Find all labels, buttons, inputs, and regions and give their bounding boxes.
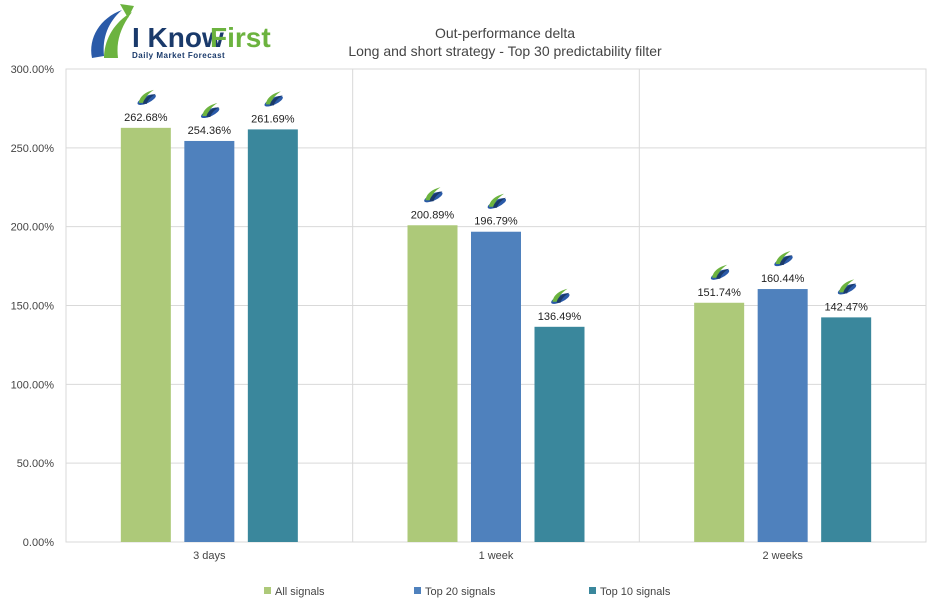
- bar: [694, 302, 745, 542]
- legend-swatch: [589, 587, 596, 594]
- legend: All signals Top 20 signals Top 10 signals: [264, 586, 671, 598]
- data-label: 200.89%: [411, 209, 455, 221]
- data-label: 262.68%: [124, 112, 168, 124]
- legend-label: Top 10 signals: [600, 586, 671, 598]
- bar: [407, 225, 458, 542]
- data-label: 160.44%: [761, 273, 805, 285]
- bar: [534, 326, 585, 542]
- legend-swatch: [414, 587, 421, 594]
- bar: [120, 127, 171, 543]
- y-tick-label: 200.00%: [11, 222, 55, 234]
- y-tick-label: 0.00%: [23, 537, 54, 549]
- logo-icon: [774, 251, 793, 267]
- bar: [757, 289, 808, 542]
- data-label: 196.79%: [474, 216, 518, 228]
- data-label: 261.69%: [251, 113, 295, 125]
- logo-icon: [264, 91, 283, 107]
- legend-label: Top 20 signals: [425, 586, 496, 598]
- x-axis: 3 days 1 week 2 weeks: [193, 550, 803, 562]
- logo-icon: [424, 187, 443, 203]
- x-tick-label: 1 week: [479, 550, 514, 562]
- logo-icon: [837, 279, 857, 295]
- data-label: 142.47%: [824, 301, 868, 313]
- bar: [247, 129, 298, 542]
- data-label: 136.49%: [538, 311, 582, 323]
- data-label: 254.36%: [188, 125, 232, 137]
- logo-word-2: First: [210, 22, 271, 53]
- bar: [821, 317, 872, 542]
- chart-subtitle: Long and short strategy - Top 30 predict…: [348, 43, 662, 59]
- logo-icon: [137, 89, 156, 105]
- chart-title: Out-performance delta: [435, 25, 575, 41]
- y-tick-label: 100.00%: [11, 379, 55, 391]
- logo-icon: [551, 288, 570, 304]
- logo-tagline: Daily Market Forecast: [132, 51, 225, 60]
- x-tick-label: 2 weeks: [762, 550, 803, 562]
- legend-item: Top 20 signals: [414, 586, 496, 598]
- y-tick-label: 250.00%: [11, 143, 55, 155]
- bar: [471, 231, 521, 542]
- y-axis: 0.00% 50.00% 100.00% 150.00% 200.00% 250.00% 3…: [11, 64, 55, 549]
- legend-label: All signals: [275, 586, 325, 598]
- legend-item: Top 10 signals: [589, 586, 671, 598]
- logo-swoosh-icon: [91, 4, 134, 58]
- logo-icon: [487, 193, 507, 209]
- logo: I Know First Daily Market Forecast: [91, 4, 271, 60]
- y-tick-label: 300.00%: [11, 64, 55, 76]
- data-label: 151.74%: [697, 287, 741, 299]
- logo-word-1: I Know: [132, 22, 224, 53]
- y-tick-label: 50.00%: [17, 458, 55, 470]
- logo-icon: [200, 102, 220, 119]
- legend-swatch: [264, 587, 271, 594]
- bar: [184, 140, 235, 543]
- legend-item: All signals: [264, 586, 325, 598]
- x-tick-label: 3 days: [193, 550, 226, 562]
- bars: 262.68% 254.36% 261.69% 200.89% 196.79% 136.4…: [120, 89, 872, 543]
- logo-icon: [710, 264, 730, 280]
- y-tick-label: 150.00%: [11, 301, 55, 313]
